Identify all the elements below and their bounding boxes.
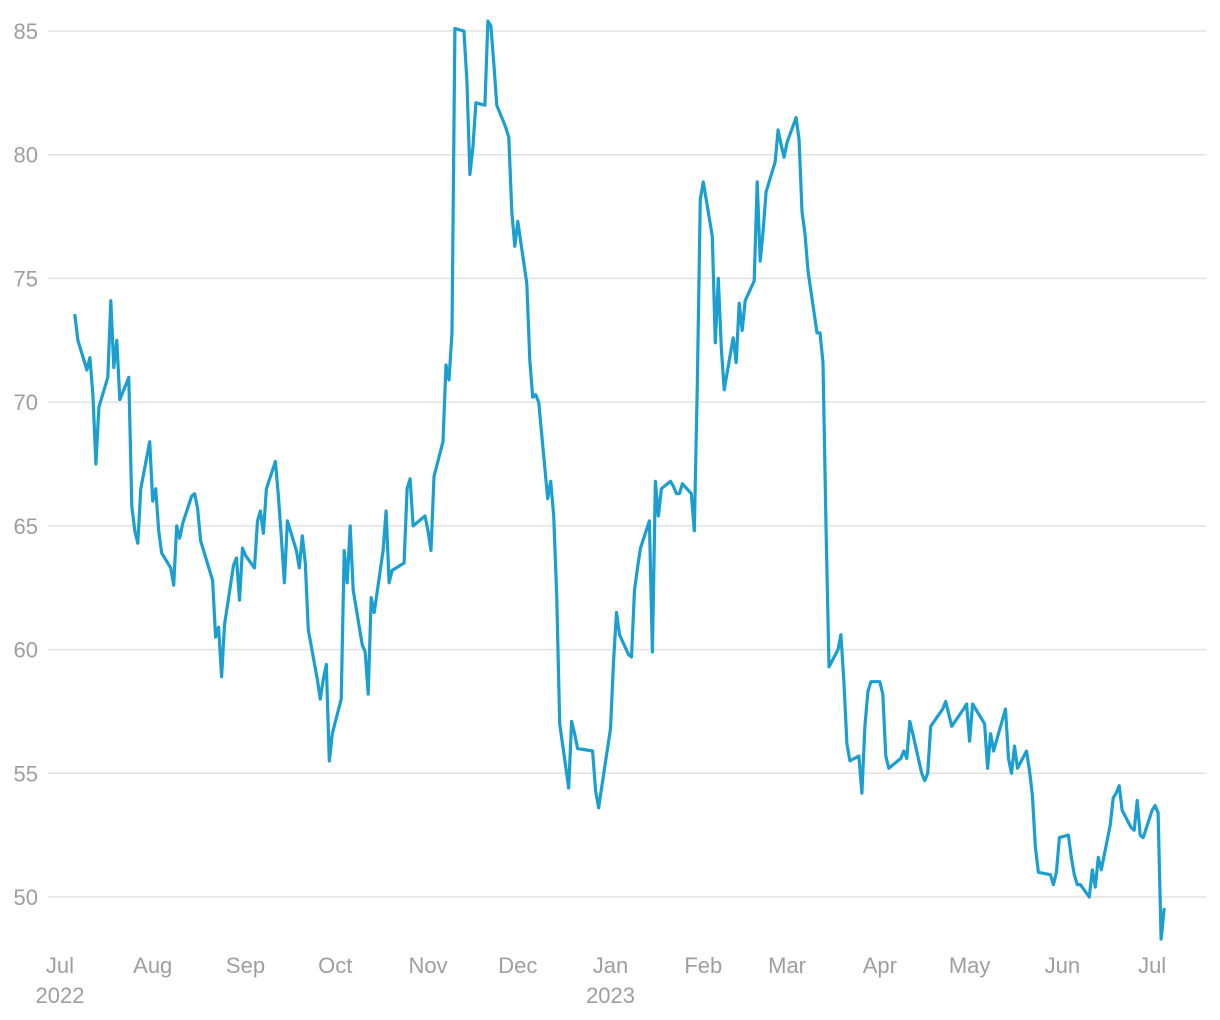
y-tick-label: 50 (14, 885, 38, 910)
y-tick-label: 60 (14, 638, 38, 663)
x-tick-label: Apr (863, 953, 897, 978)
x-axis-ticks: Jul 2022 Aug Sep Oct Nov Dec Jan 2023 Feb Mar Apr Ma… (35, 953, 1166, 1008)
y-tick-label: 70 (14, 390, 38, 415)
x-tick-label: Jul (46, 953, 74, 978)
y-tick-label: 85 (14, 19, 38, 44)
y-tick-label: 75 (14, 266, 38, 291)
x-tick-label: Dec (498, 953, 537, 978)
y-axis-ticks: 50 55 60 65 70 75 80 85 (14, 19, 38, 910)
x-tick-label: Sep (226, 953, 265, 978)
x-tick-label: Nov (408, 953, 447, 978)
x-tick-label: Aug (133, 953, 172, 978)
series-line (73, 19, 1166, 941)
x-tick-label: Mar (768, 953, 806, 978)
x-tick-label: Oct (318, 953, 352, 978)
x-tick-label: May (949, 953, 991, 978)
x-tick-label: Feb (684, 953, 722, 978)
gridlines (48, 30, 1206, 898)
x-tick-label: Jan (593, 953, 628, 978)
y-tick-label: 55 (14, 761, 38, 786)
x-tick-year-label: 2022 (35, 983, 84, 1008)
y-tick-label: 65 (14, 514, 38, 539)
x-tick-label: Jun (1045, 953, 1080, 978)
series-layer (73, 19, 1166, 941)
x-tick-label: Jul (1138, 953, 1166, 978)
x-tick-year-label: 2023 (586, 983, 635, 1008)
y-tick-label: 80 (14, 143, 38, 168)
